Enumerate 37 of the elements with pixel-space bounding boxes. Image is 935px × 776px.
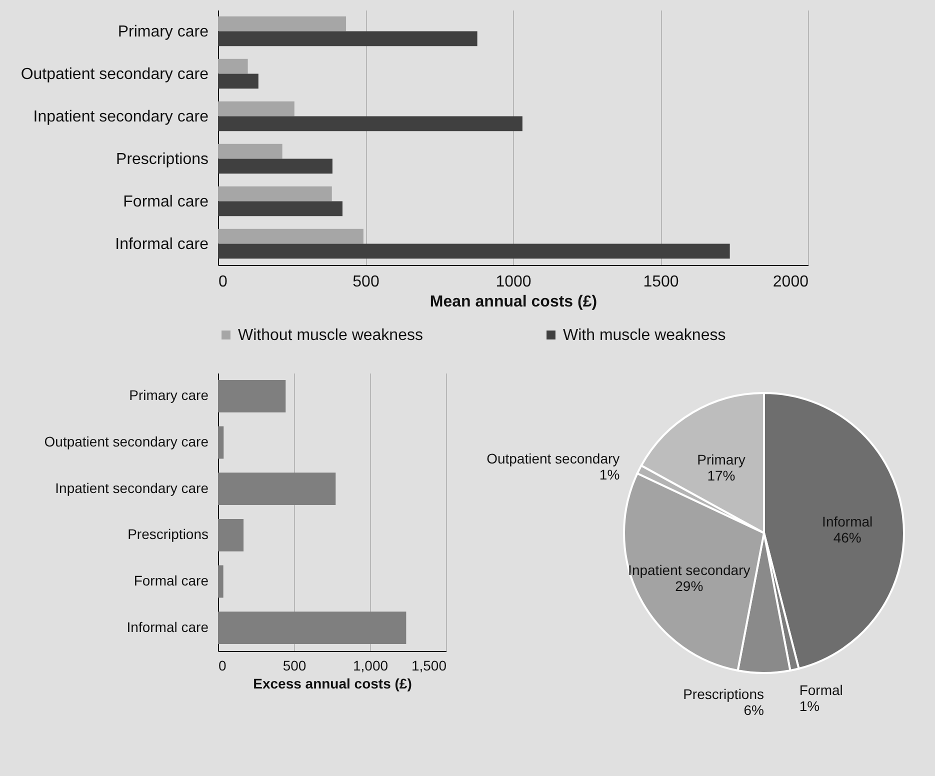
data-label: 6%	[744, 702, 764, 718]
y-tick-label: Primary care	[129, 387, 209, 404]
x-axis-title: Excess annual costs (£)	[253, 676, 412, 692]
x-tick-label: 1,000	[352, 658, 388, 674]
x-tick-label: 1000	[496, 274, 532, 290]
y-tick-label: Outpatient secondary care	[20, 66, 209, 83]
data-label: 1%	[599, 466, 620, 482]
x-tick-label: 1500	[643, 274, 679, 290]
y-tick-label: Formal care	[134, 572, 209, 588]
data-label: 29%	[675, 578, 704, 594]
legend-label: Without muscle weakness	[238, 327, 423, 344]
slice-label: Prescriptions	[683, 686, 764, 702]
y-tick-label: Prescriptions	[116, 150, 208, 168]
y-tick-label: Inpatient secondary care	[55, 480, 209, 496]
slice-label: Informal	[822, 513, 873, 530]
y-tick-label: Informal care	[126, 618, 209, 635]
x-tick-label: 2000	[772, 274, 809, 290]
data-label: 46%	[833, 529, 862, 546]
data-label: 17%	[707, 468, 736, 484]
y-tick-label: Formal care	[123, 193, 209, 210]
y-tick-label: Inpatient secondary care	[33, 108, 209, 126]
data-label: 1%	[799, 698, 820, 714]
x-tick-label: 0	[218, 658, 226, 674]
y-tick-label: Outpatient secondary care	[44, 434, 209, 450]
legend-label: With muscle weakness	[563, 327, 726, 344]
slice-label: Outpatient secondary	[486, 450, 620, 466]
slice-label: Inpatient secondary	[628, 562, 750, 578]
slice-label: Formal	[799, 682, 843, 698]
y-tick-label: Informal care	[115, 236, 209, 253]
y-tick-label: Primary care	[118, 23, 209, 40]
x-tick-label: 1,500	[411, 658, 447, 674]
x-tick-label: 500	[352, 274, 380, 290]
y-tick-label: Prescriptions	[128, 526, 208, 542]
x-tick-label: 500	[282, 658, 306, 674]
slice-label: Primary	[697, 452, 746, 468]
x-axis-title: Mean annual costs (£)	[430, 294, 598, 310]
x-tick-label: 0	[218, 274, 228, 290]
